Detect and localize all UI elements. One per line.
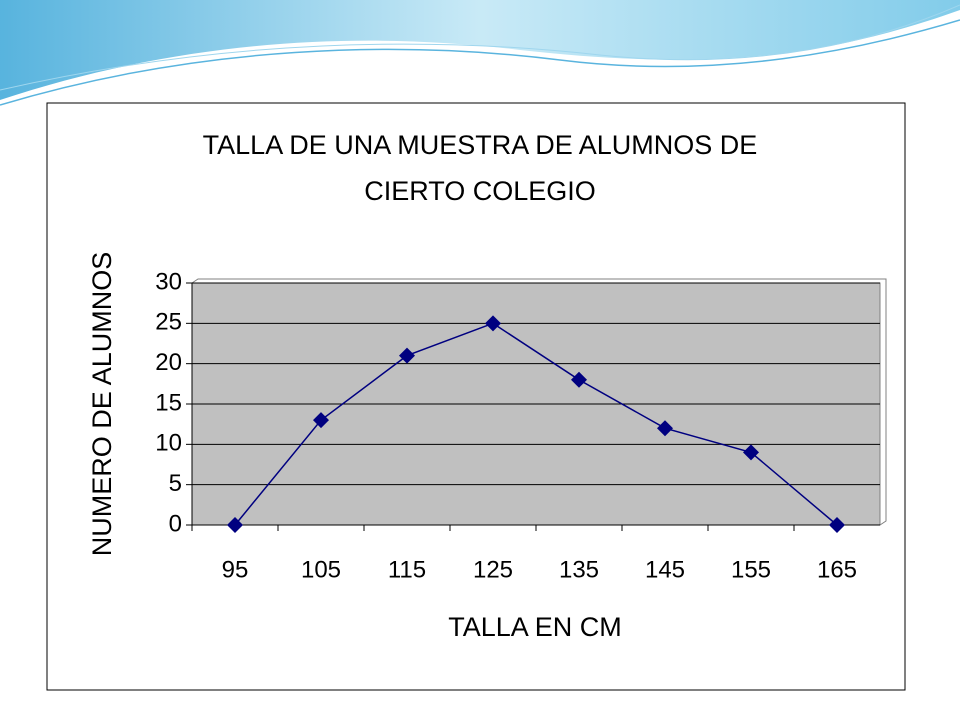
data-marker (227, 517, 243, 533)
data-marker (571, 371, 587, 388)
y-tick-label: 25 (155, 309, 182, 336)
data-marker (485, 315, 501, 332)
y-tick-label: 0 (169, 510, 182, 537)
y-tick-label: 5 (169, 470, 182, 497)
x-tick-label: 95 (222, 556, 249, 583)
y-tick-label: 10 (155, 430, 182, 457)
x-axis-title: TALLA EN CM (448, 612, 622, 642)
data-marker (829, 517, 845, 533)
decor-wave (0, 19, 960, 106)
x-tick-label: 135 (559, 556, 599, 583)
x-tick-label: 145 (645, 556, 685, 583)
chart-title: TALLA DE UNA MUESTRA DE ALUMNOS DE CIERT… (202, 130, 758, 206)
x-tick-label: 165 (817, 556, 857, 583)
decor-wave (0, 0, 960, 100)
y-tick-label: 15 (155, 389, 182, 416)
x-tick-label: 125 (473, 556, 513, 583)
plot-3d-edge (191, 278, 887, 526)
x-tick-label: 115 (388, 556, 426, 583)
data-line (234, 322, 838, 526)
data-marker (743, 444, 759, 461)
decor-wave (0, 4, 960, 91)
x-tick-label: 105 (301, 556, 341, 583)
x-tick-label: 155 (731, 556, 771, 583)
data-marker (657, 420, 673, 437)
y-tick-label: 30 (155, 268, 182, 295)
data-marker (313, 412, 329, 429)
y-axis-title: NUMERO DE ALUMNOS (87, 252, 117, 557)
data-marker (399, 347, 415, 364)
y-tick-label: 20 (155, 349, 182, 376)
